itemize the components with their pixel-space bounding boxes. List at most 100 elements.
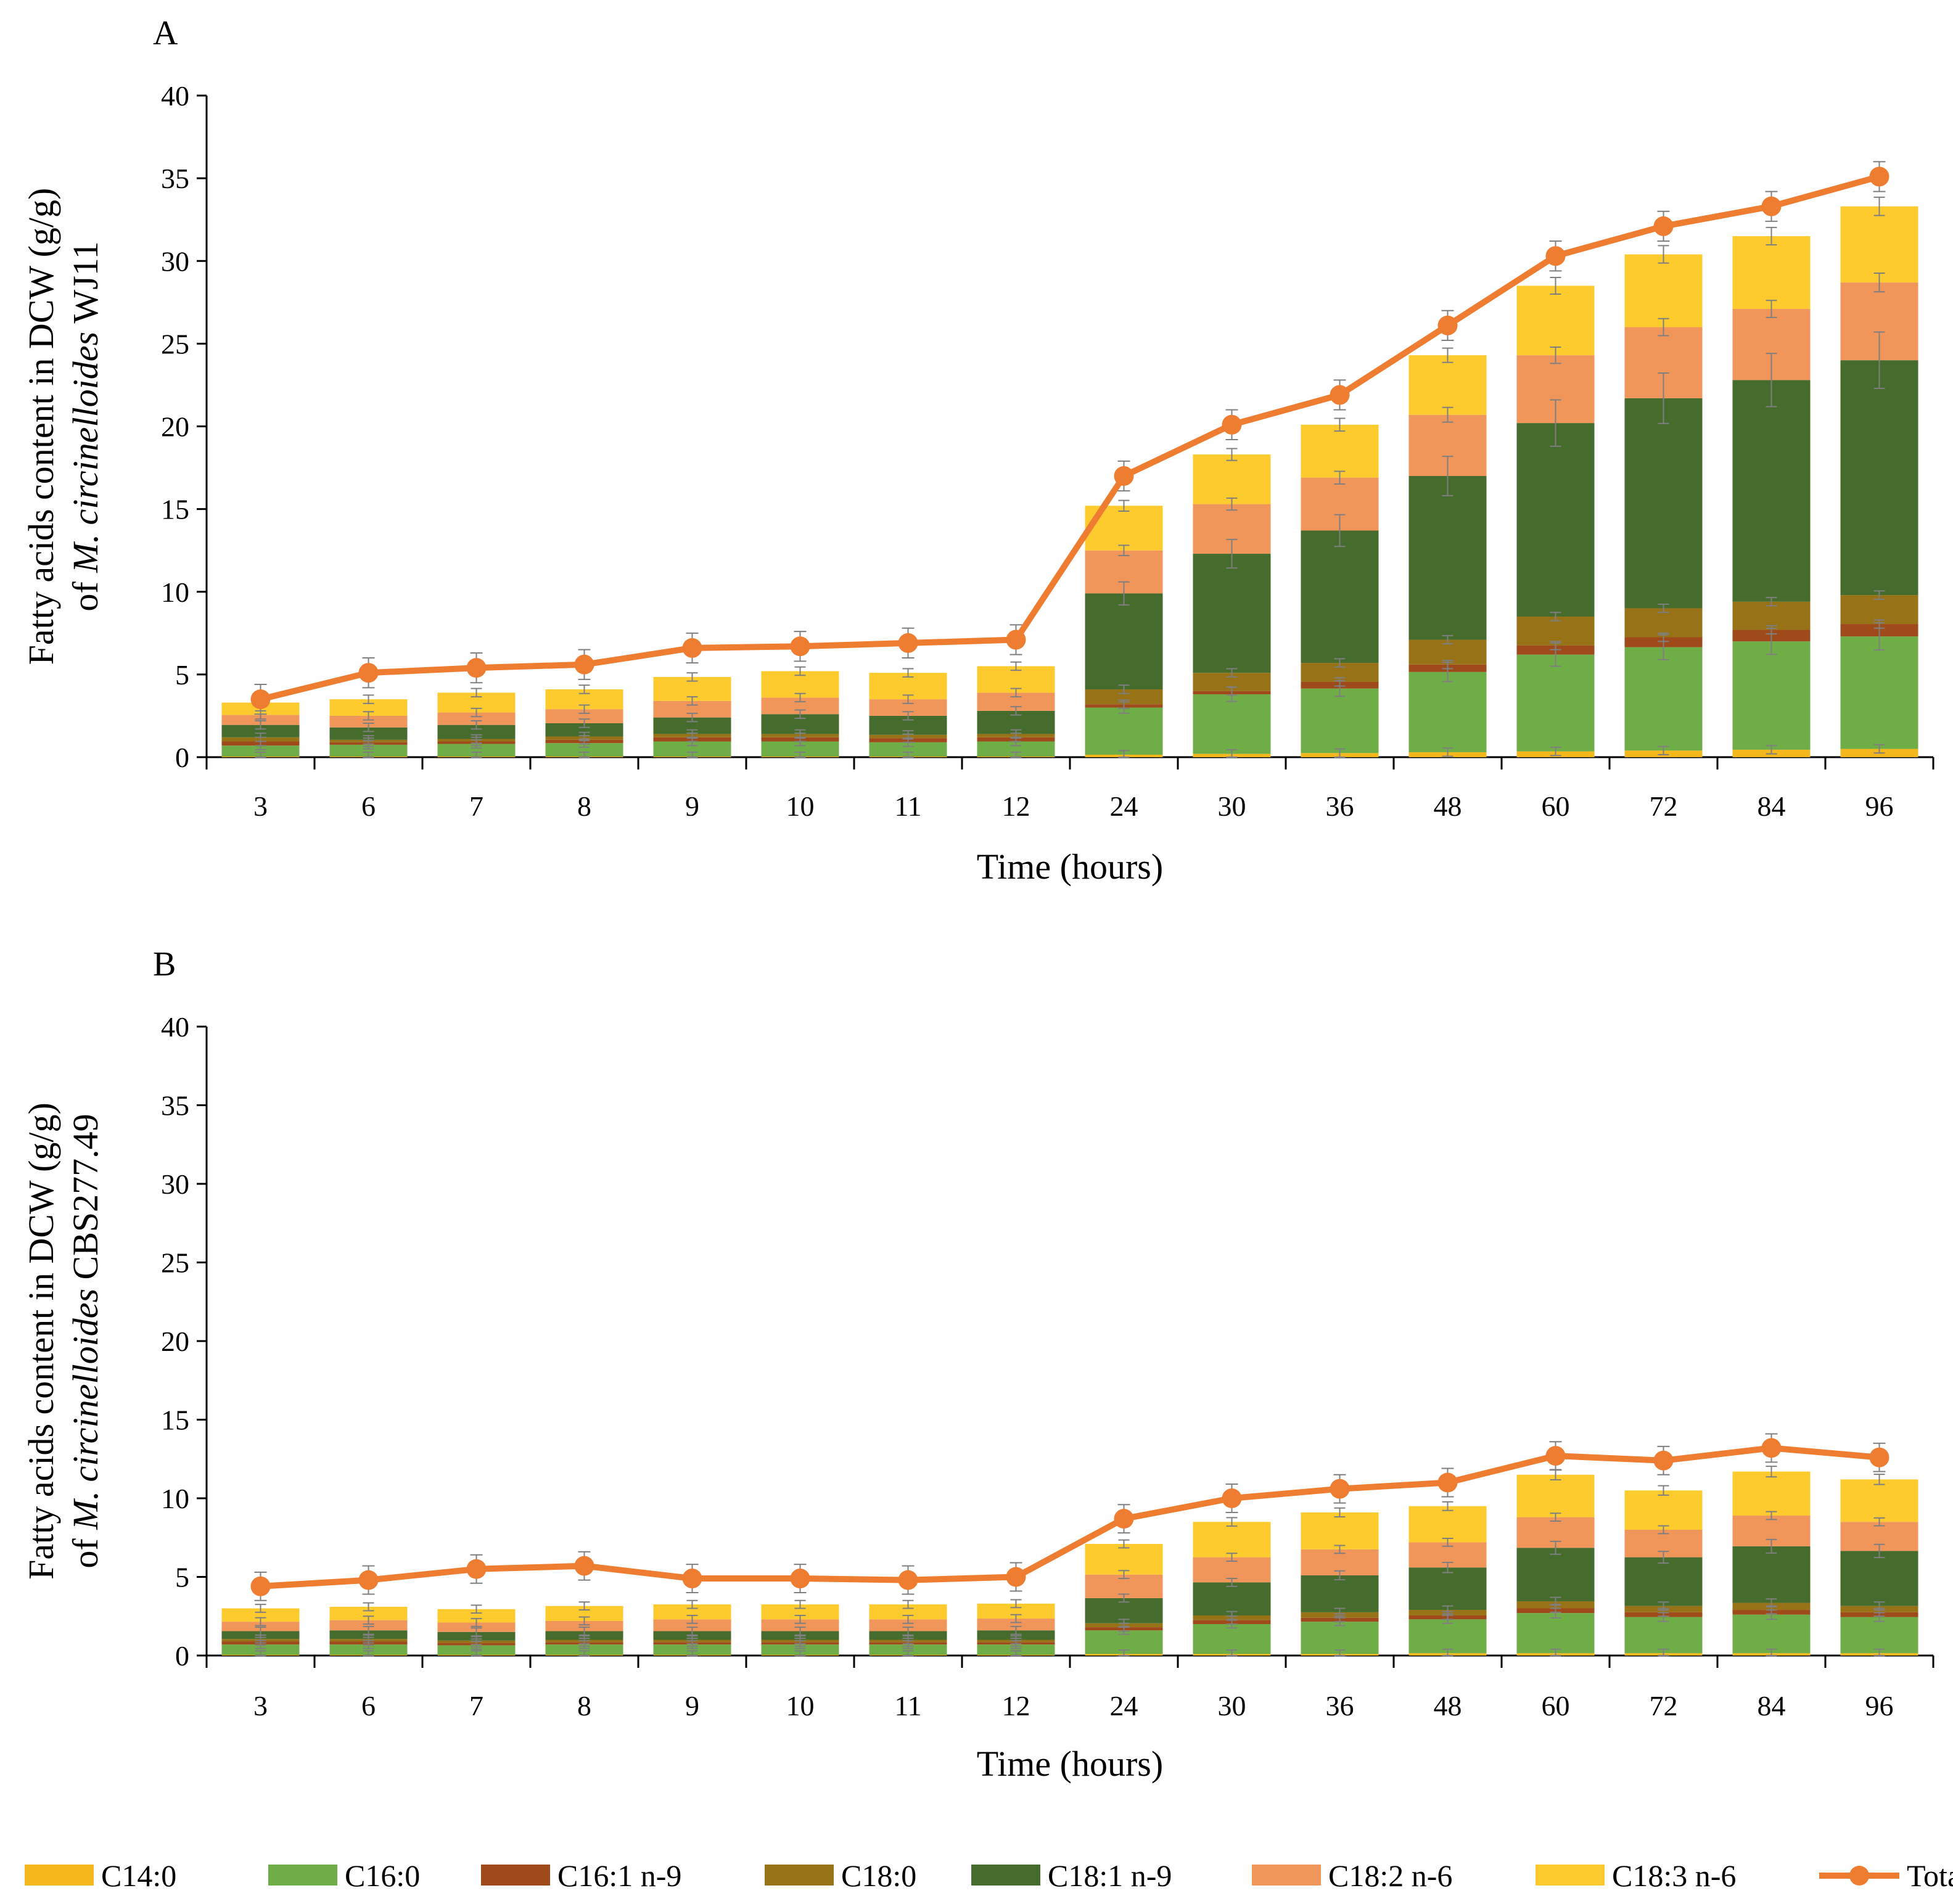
total-point <box>358 663 379 683</box>
x-tick-label: 30 <box>1218 1690 1246 1721</box>
legend-item-c18-3-n-6-label: C18:3 n-6 <box>1612 1858 1736 1893</box>
bar-c18-3-n-6 <box>1408 1506 1487 1543</box>
bar-c18-1-n-9 <box>1840 1551 1918 1606</box>
bar-c16-0 <box>1732 641 1811 750</box>
legend-item-c18-0-swatch <box>765 1865 834 1886</box>
total-point <box>250 689 271 710</box>
legend-item-total-fatty-acids-swatch-marker <box>1849 1866 1869 1886</box>
bar-c18-3-n-6 <box>329 1606 408 1620</box>
legend-item-c18-1-n-9-swatch <box>971 1865 1040 1886</box>
bar-c18-0 <box>1840 595 1918 625</box>
bar-c18-3-n-6 <box>1408 355 1487 415</box>
y-axis-title-of: of <box>65 573 105 612</box>
bar-c16-0 <box>869 742 947 757</box>
y-tick-label: 40 <box>161 1011 189 1043</box>
legend-item-c14-0-label: C14:0 <box>101 1858 176 1893</box>
bar-c18-1-n-9 <box>1516 423 1595 617</box>
total-point <box>790 1569 810 1589</box>
bar-c16-0 <box>1408 671 1487 752</box>
bar-c18-3-n-6 <box>1732 236 1811 310</box>
y-tick-label: 20 <box>161 1326 189 1357</box>
x-tick-label: 3 <box>253 1690 268 1721</box>
x-tick-label: 9 <box>685 1690 699 1721</box>
x-tick-label: 9 <box>685 790 699 822</box>
x-axis-title: Time (hours) <box>977 1744 1163 1784</box>
y-tick-label: 25 <box>161 1247 189 1279</box>
total-point <box>574 1556 594 1576</box>
legend: C14:0 C16:0 C16:1 n-9 C18:0 C18:1 n-9 C18:2 n… <box>25 1858 1953 1893</box>
y-tick-label: 10 <box>161 1483 189 1514</box>
legend-item-total-fatty-acids-label: Total fatty acids <box>1907 1858 1953 1893</box>
x-axis-title: Time (hours) <box>977 847 1163 887</box>
legend-item-c18-0-label: C18:0 <box>841 1858 916 1893</box>
legend-item-c18-3-n-6-swatch <box>1536 1865 1605 1886</box>
total-point <box>1006 1567 1026 1587</box>
x-tick-label: 72 <box>1650 1690 1678 1721</box>
legend-item-c16-0-label: C16:0 <box>345 1858 420 1893</box>
x-tick-label: 6 <box>361 1690 376 1721</box>
legend-item-c16-1-n-9-label: C16:1 n-9 <box>557 1858 681 1893</box>
legend-item-c18-1-n-9-label: C18:1 n-9 <box>1048 1858 1172 1893</box>
total-point <box>1869 1447 1889 1467</box>
bar-c18-3-n-6 <box>1193 1522 1271 1557</box>
x-tick-label: 36 <box>1326 1690 1354 1721</box>
bar-c18-3-n-6 <box>1624 1490 1703 1530</box>
bar-c18-2-n-6 <box>437 1622 516 1632</box>
x-tick-label: 11 <box>894 790 921 822</box>
bar-c18-1-n-9 <box>1840 360 1918 596</box>
y-tick-label: 0 <box>175 1640 189 1672</box>
bar-c18-1-n-9 <box>1624 398 1703 609</box>
bar-c18-3-n-6 <box>1840 1479 1918 1522</box>
legend-item-c18-2-n-6-swatch <box>1252 1865 1321 1886</box>
bar-c18-3-n-6 <box>1085 1543 1163 1575</box>
bar-c18-1-n-9 <box>329 727 408 740</box>
x-tick-label: 8 <box>577 790 591 822</box>
x-tick-label: 24 <box>1110 1690 1138 1721</box>
x-tick-label: 12 <box>1002 790 1030 822</box>
y-axis-title-species: M. circinelloides <box>65 332 105 573</box>
y-tick-label: 40 <box>161 80 189 112</box>
bar-c18-2-n-6 <box>761 1619 839 1631</box>
x-tick-label: 3 <box>253 790 268 822</box>
bar-c16-0 <box>869 1644 947 1655</box>
x-tick-label: 60 <box>1542 1690 1570 1721</box>
bar-c18-3-n-6 <box>1516 285 1595 356</box>
x-tick-label: 84 <box>1758 1690 1786 1721</box>
bar-c16-0 <box>1516 1613 1595 1654</box>
total-point <box>1114 1509 1134 1529</box>
bar-c16-0 <box>545 1644 623 1655</box>
bar-c18-1-n-9 <box>1085 593 1163 690</box>
total-point <box>1545 246 1566 266</box>
x-tick-label: 48 <box>1434 1690 1462 1721</box>
bar-c16-0 <box>977 1644 1055 1655</box>
x-tick-label: 6 <box>361 790 376 822</box>
bar-c16-0 <box>1408 1619 1487 1654</box>
x-tick-label: 12 <box>1002 1690 1030 1721</box>
bar-c18-2-n-6 <box>437 712 516 725</box>
total-point <box>250 1576 271 1596</box>
bar-c16-0 <box>329 744 408 757</box>
total-point <box>1653 216 1674 236</box>
x-tick-label: 8 <box>577 1690 591 1721</box>
total-point <box>1006 630 1026 650</box>
total-point <box>1761 196 1782 216</box>
x-tick-label: 7 <box>469 790 483 822</box>
bar-c18-3-n-6 <box>1193 454 1271 504</box>
bar-c18-3-n-6 <box>1301 424 1379 478</box>
y-tick-label: 10 <box>161 577 189 608</box>
total-point <box>1330 385 1350 405</box>
x-tick-label: 96 <box>1865 790 1894 822</box>
series-line-total-fatty-acids <box>260 1445 1880 1590</box>
bar-c16-0 <box>1624 1617 1703 1654</box>
bar-c18-2-n-6 <box>869 1619 947 1631</box>
total-point <box>1222 1488 1242 1508</box>
bar-c18-3-n-6 <box>1840 206 1918 283</box>
bar-c18-1-n-9 <box>1301 1575 1379 1612</box>
y-axis-title: Fatty acids content in DCW (g/g) of M. ci… <box>21 188 105 665</box>
legend-item-c16-0-swatch <box>268 1865 337 1886</box>
x-tick-label: 72 <box>1650 790 1678 822</box>
bar-c18-2-n-6 <box>221 1622 300 1631</box>
bar-c16-0 <box>221 745 300 757</box>
